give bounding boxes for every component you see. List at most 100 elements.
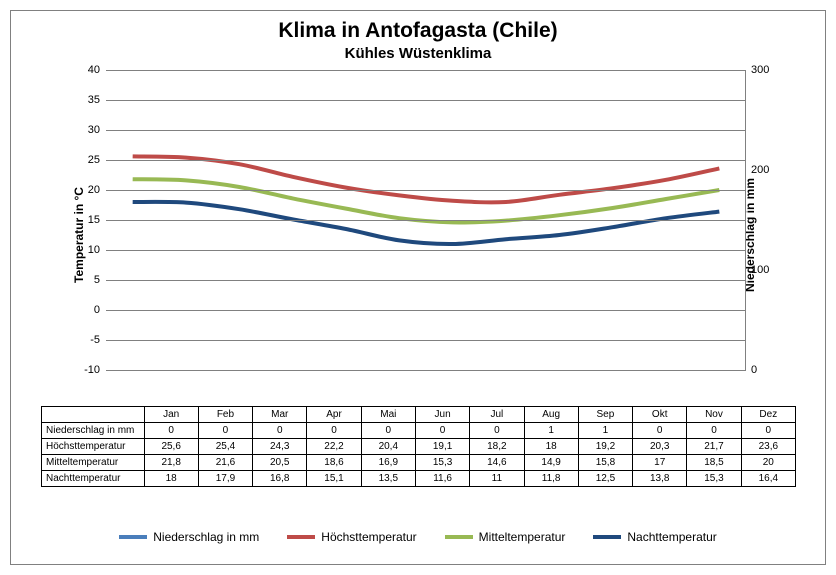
row-header: Niederschlag in mm: [42, 423, 145, 439]
y-left-tick: 20: [60, 184, 100, 196]
legend-label: Mitteltemperatur: [479, 530, 566, 544]
month-header: Okt: [633, 407, 687, 423]
chart-area: Temperatur in °C Niederschlag in mm -10-…: [11, 70, 827, 400]
table-cell: 0: [633, 423, 687, 439]
table-cell: 25,6: [144, 439, 198, 455]
gridline: [106, 370, 746, 371]
row-header: Höchsttemperatur: [42, 439, 145, 455]
table-cell: 13,5: [361, 471, 415, 487]
month-header: Nov: [687, 407, 741, 423]
table-cell: 18,2: [470, 439, 524, 455]
table-cell: 21,6: [198, 455, 252, 471]
legend: Niederschlag in mm Höchsttemperatur Mittel…: [11, 530, 825, 544]
table-cell: 18,6: [307, 455, 361, 471]
month-header: Feb: [198, 407, 252, 423]
table-cell: 18: [144, 471, 198, 487]
legend-label: Niederschlag in mm: [153, 530, 259, 544]
table-cell: 14,9: [524, 455, 578, 471]
legend-swatch: [593, 535, 621, 539]
y-left-tick: 0: [60, 304, 100, 316]
gridline: [106, 160, 746, 161]
table-cell: 25,4: [198, 439, 252, 455]
month-header: Dez: [741, 407, 795, 423]
table-cell: 19,1: [415, 439, 469, 455]
y-right-tick: 0: [751, 364, 791, 376]
month-header: Jan: [144, 407, 198, 423]
table-row: Niederschlag in mm000000011000: [42, 423, 796, 439]
table-cell: 14,6: [470, 455, 524, 471]
y-left-tick: -10: [60, 364, 100, 376]
gridline: [106, 130, 746, 131]
y-left-tick: 25: [60, 154, 100, 166]
y-left-tick: 10: [60, 244, 100, 256]
chart-container: Klima in Antofagasta (Chile) Kühles Wüst…: [10, 10, 826, 565]
table-cell: 13,8: [633, 471, 687, 487]
gridline: [106, 280, 746, 281]
y-left-tick: 5: [60, 274, 100, 286]
gridline: [106, 340, 746, 341]
y-left-tick: -5: [60, 334, 100, 346]
table-row: JanFebMarAprMaiJunJulAugSepOktNovDez: [42, 407, 796, 423]
table-cell: 0: [415, 423, 469, 439]
table-corner: [42, 407, 145, 423]
month-header: Mar: [253, 407, 307, 423]
table-cell: 11,8: [524, 471, 578, 487]
series-line-high: [133, 156, 720, 202]
legend-label: Nachttemperatur: [627, 530, 716, 544]
table-cell: 1: [578, 423, 632, 439]
data-table: JanFebMarAprMaiJunJulAugSepOktNovDezNied…: [41, 406, 796, 487]
table-cell: 24,3: [253, 439, 307, 455]
chart-subtitle: Kühles Wüstenklima: [11, 45, 825, 62]
legend-item-high: Höchsttemperatur: [287, 530, 416, 544]
table-cell: 17,9: [198, 471, 252, 487]
plot-area: -10-505101520253035400100200300: [106, 70, 746, 370]
legend-swatch: [445, 535, 473, 539]
table-cell: 0: [307, 423, 361, 439]
month-header: Jun: [415, 407, 469, 423]
table-cell: 21,8: [144, 455, 198, 471]
table-cell: 1: [524, 423, 578, 439]
y-right-tick: 300: [751, 64, 791, 76]
table-cell: 18: [524, 439, 578, 455]
table-cell: 17: [633, 455, 687, 471]
table-cell: 18,5: [687, 455, 741, 471]
y-axis-left-label: Temperatur in °C: [72, 187, 86, 283]
table-cell: 20,3: [633, 439, 687, 455]
table-cell: 20: [741, 455, 795, 471]
table-cell: 15,3: [415, 455, 469, 471]
table-cell: 0: [253, 423, 307, 439]
table-cell: 0: [470, 423, 524, 439]
y-right-tick: 100: [751, 264, 791, 276]
table-cell: 16,8: [253, 471, 307, 487]
y-left-tick: 35: [60, 94, 100, 106]
table-cell: 11,6: [415, 471, 469, 487]
gridline: [106, 250, 746, 251]
table-cell: 15,3: [687, 471, 741, 487]
month-header: Mai: [361, 407, 415, 423]
table-cell: 15,1: [307, 471, 361, 487]
table-cell: 0: [144, 423, 198, 439]
table-cell: 21,7: [687, 439, 741, 455]
y-right-tick: 200: [751, 164, 791, 176]
table-cell: 20,4: [361, 439, 415, 455]
gridline: [106, 190, 746, 191]
table-cell: 15,8: [578, 455, 632, 471]
month-header: Apr: [307, 407, 361, 423]
chart-title: Klima in Antofagasta (Chile): [11, 19, 825, 43]
table-cell: 0: [198, 423, 252, 439]
y-left-tick: 30: [60, 124, 100, 136]
gridline: [106, 70, 746, 71]
table-cell: 22,2: [307, 439, 361, 455]
y-left-tick: 15: [60, 214, 100, 226]
legend-item-low: Nachttemperatur: [593, 530, 716, 544]
table-cell: 16,9: [361, 455, 415, 471]
table-cell: 23,6: [741, 439, 795, 455]
table-cell: 0: [741, 423, 795, 439]
gridline: [106, 310, 746, 311]
month-header: Sep: [578, 407, 632, 423]
table-row: Mitteltemperatur21,821,620,518,616,915,3…: [42, 455, 796, 471]
table-cell: 20,5: [253, 455, 307, 471]
row-header: Mitteltemperatur: [42, 455, 145, 471]
gridline: [106, 220, 746, 221]
month-header: Jul: [470, 407, 524, 423]
